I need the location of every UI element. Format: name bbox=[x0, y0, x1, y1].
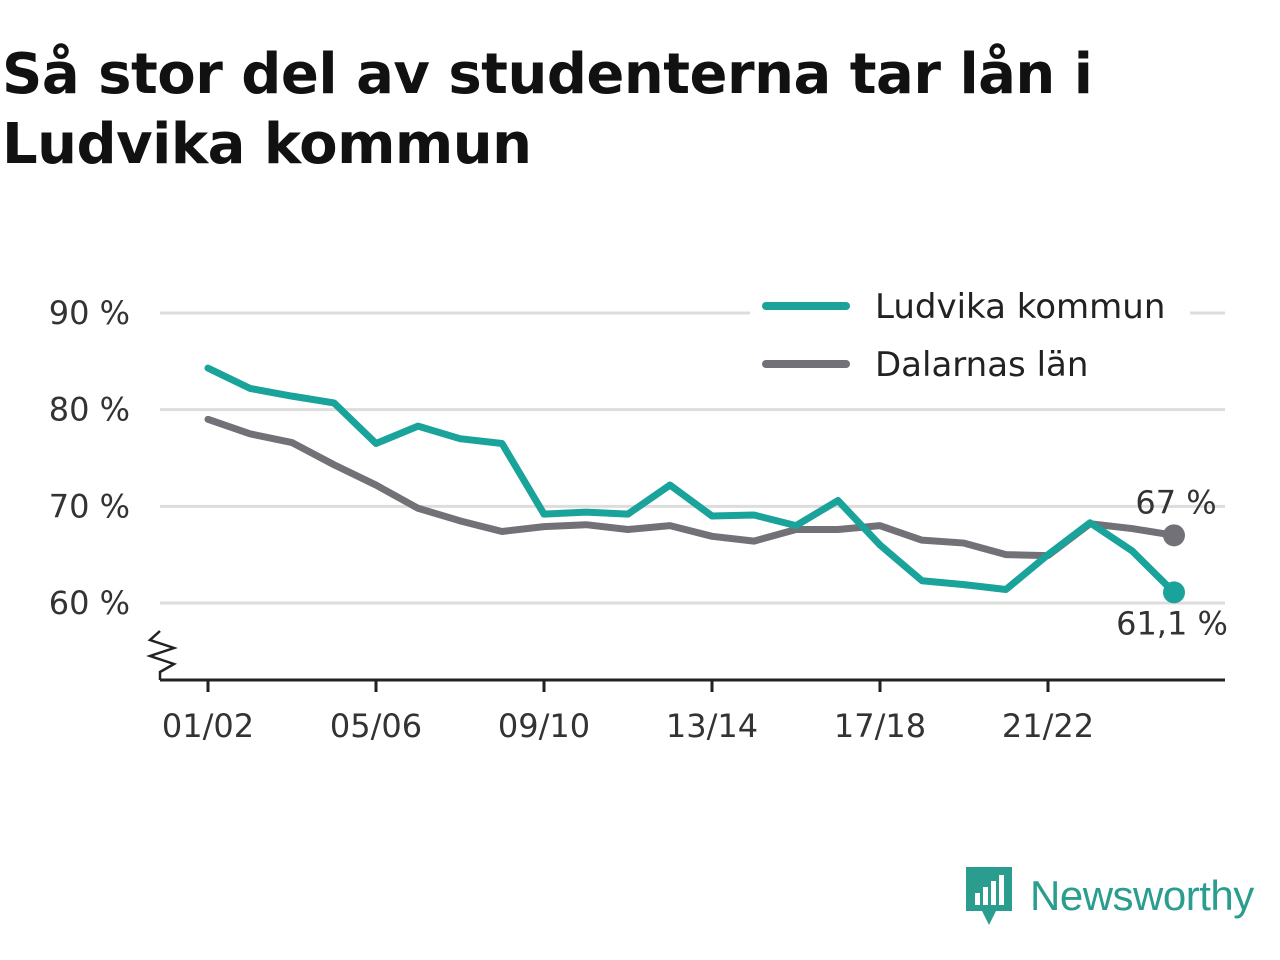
axis-break-icon bbox=[146, 630, 178, 680]
legend-label-1: Dalarnas län bbox=[875, 345, 1088, 385]
y-tick-label: 60 % bbox=[49, 584, 130, 622]
chart-title: Så stor del av studenterna tar lån i Lud… bbox=[2, 42, 1093, 177]
series-lines bbox=[204, 364, 1185, 604]
end-label-dalarnas: 67 % bbox=[1135, 483, 1216, 521]
axes: 60 % 70 % 80 % 90 % 01/02 05/06 09/10 13/14 17/1… bbox=[49, 294, 1225, 745]
y-tick-label: 90 % bbox=[49, 294, 130, 332]
series-line-1 bbox=[204, 415, 1178, 560]
x-tick-label: 17/18 bbox=[834, 707, 926, 745]
series-line-0 bbox=[204, 364, 1178, 596]
x-tick-label: 09/10 bbox=[498, 707, 590, 745]
legend: Ludvika kommun Dalarnas län bbox=[750, 283, 1190, 398]
x-tick-label: 13/14 bbox=[666, 707, 758, 745]
series-endpoint-1 bbox=[1163, 524, 1185, 547]
y-tick-label: 70 % bbox=[49, 487, 130, 525]
series-endpoint-0 bbox=[1163, 581, 1185, 604]
end-label-ludvika: 61,1 % bbox=[1116, 604, 1228, 642]
brand-name: Newsworthy bbox=[1030, 872, 1254, 919]
y-tick-label: 80 % bbox=[49, 391, 130, 429]
x-tick-label: 01/02 bbox=[162, 707, 254, 745]
x-tick-label: 05/06 bbox=[330, 707, 422, 745]
end-labels: 67 % 61,1 % bbox=[1116, 483, 1228, 642]
legend-label-0: Ludvika kommun bbox=[875, 287, 1165, 327]
newsworthy-logo[interactable]: Newsworthy bbox=[964, 864, 1254, 928]
x-tick-label: 21/22 bbox=[1002, 707, 1094, 745]
newsworthy-icon bbox=[966, 867, 1012, 925]
